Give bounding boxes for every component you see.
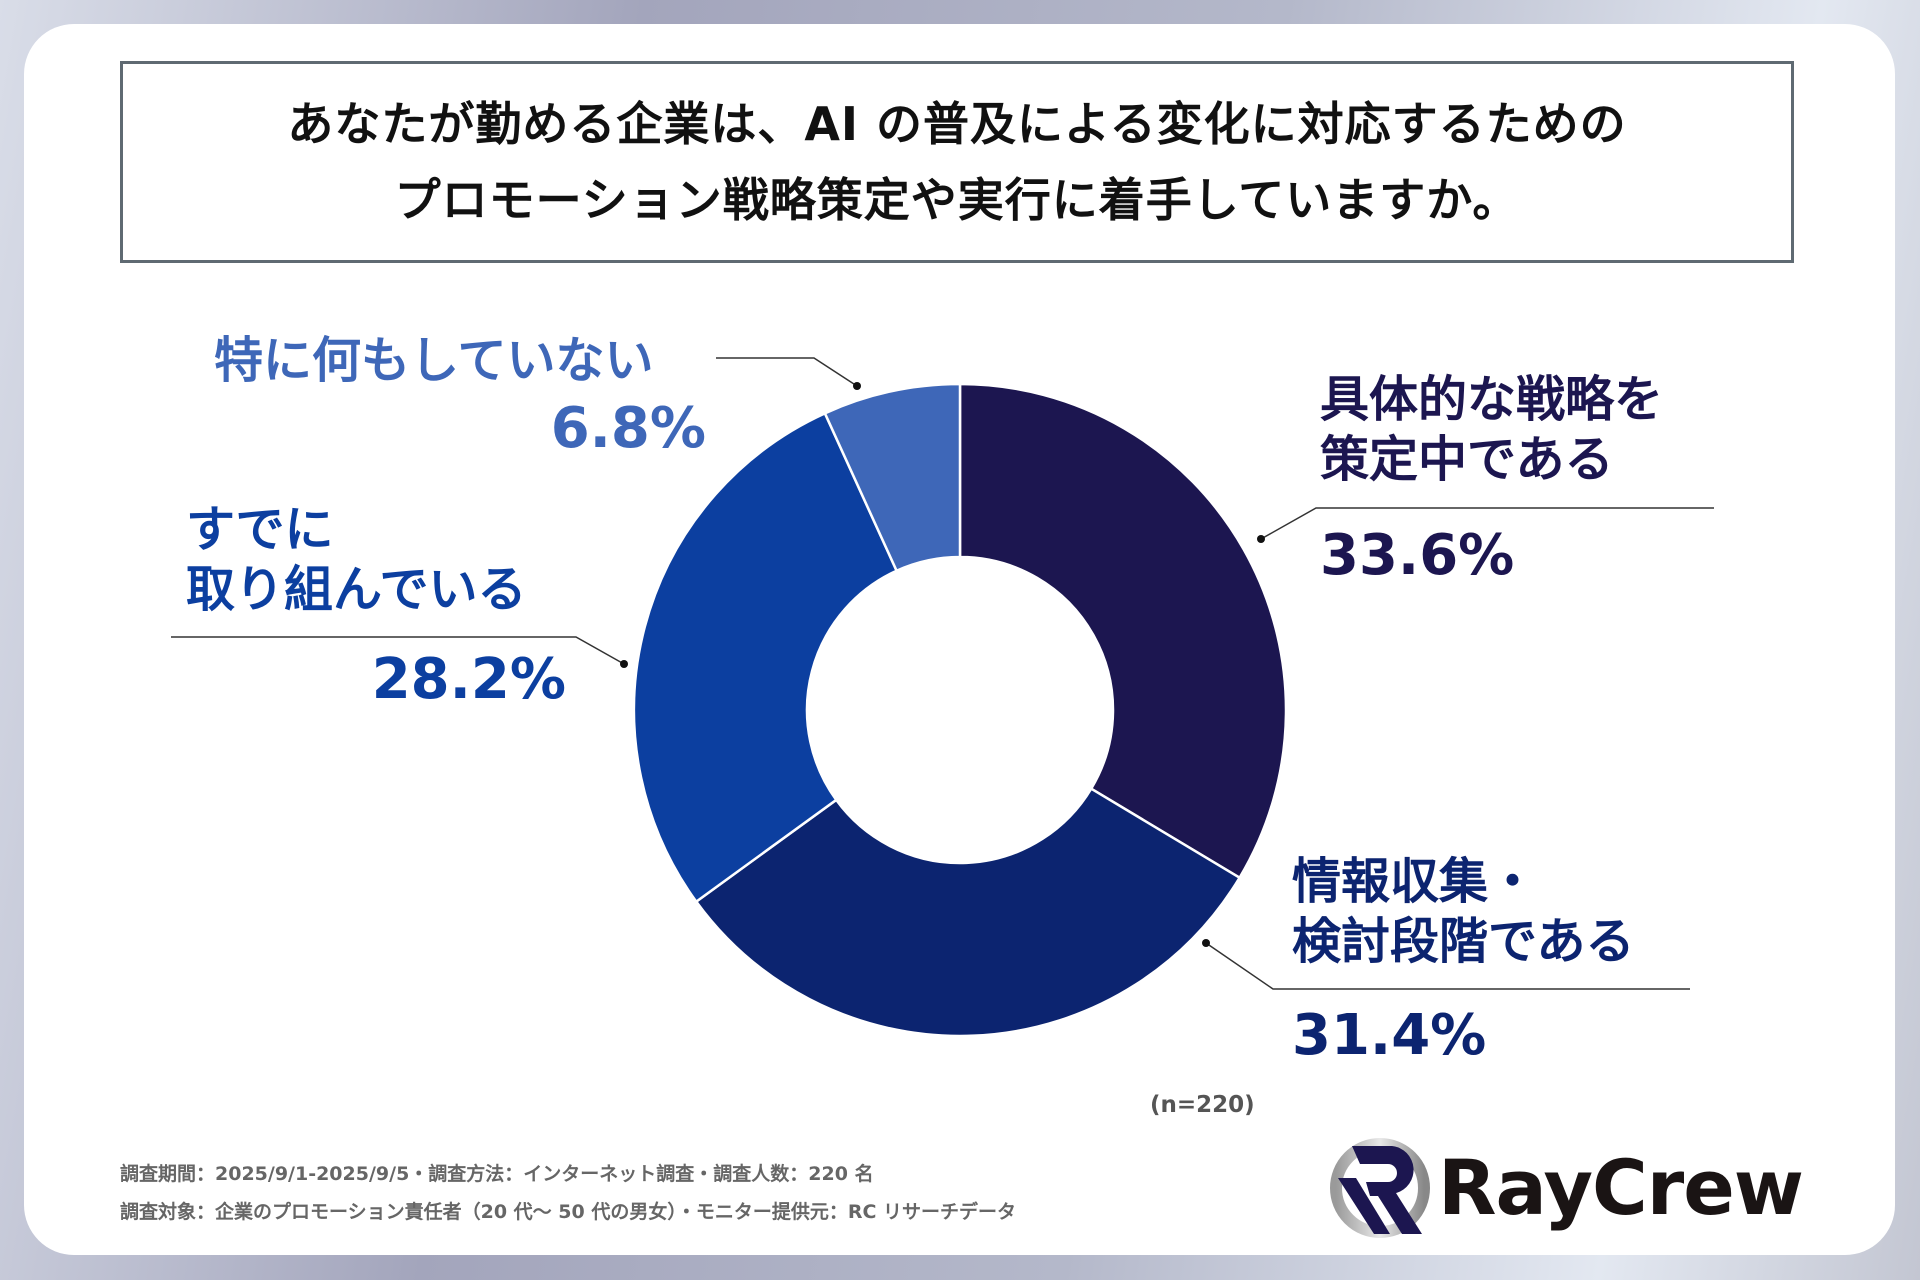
slice-label-2-line-2: 取り組んでいる bbox=[186, 561, 527, 618]
leader-dot-slice-3 bbox=[853, 382, 861, 390]
title-line-1: あなたが勤める企業は、AI の普及による変化に対応するための bbox=[287, 97, 1627, 151]
sample-size-note: (n=220) bbox=[1150, 1092, 1255, 1118]
leader-line-slice-3 bbox=[716, 357, 858, 387]
leader-line-slice-1 bbox=[1205, 942, 1690, 990]
slice-label-3: 特に何もしていない bbox=[214, 331, 654, 391]
slice-label-1: 情報収集・ 検討段階である bbox=[1292, 852, 1635, 972]
logo-wordmark: RayCrew bbox=[1438, 1143, 1804, 1232]
slice-value-2: 28.2% bbox=[371, 647, 566, 712]
donut-slice-2 bbox=[632, 411, 899, 904]
slice-label-3-line-1: 特に何もしていない bbox=[214, 332, 654, 389]
slice-value-1: 31.4% bbox=[1292, 1003, 1487, 1068]
donut-slice-0 bbox=[958, 382, 1288, 880]
slice-label-0-line-1: 具体的な戦略を bbox=[1320, 371, 1664, 428]
leader-line-slice-2 bbox=[171, 636, 625, 665]
slice-label-2: すでに 取り組んでいる bbox=[186, 500, 527, 620]
infographic-card bbox=[24, 24, 1895, 1255]
donut-slice-3 bbox=[823, 382, 962, 573]
leader-line-slice-0 bbox=[1260, 507, 1714, 540]
raycrew-logo: RayCrew bbox=[1330, 1138, 1804, 1238]
title-line-2: プロモーション戦略策定や実行に着手していますか。 bbox=[394, 173, 1520, 227]
slice-label-0: 具体的な戦略を 策定中である bbox=[1320, 370, 1663, 490]
question-title-box: あなたが勤める企業は、AI の普及による変化に対応するための プロモーション戦略… bbox=[120, 61, 1794, 263]
slice-label-2-line-1: すでに bbox=[186, 501, 334, 558]
donut-slice-1 bbox=[694, 786, 1242, 1038]
footer-survey-period: 調査期間：2025/9/1-2025/9/5・調査方法：インターネット調査・調査… bbox=[120, 1163, 874, 1185]
slice-value-3: 6.8% bbox=[550, 396, 706, 461]
slice-label-1-line-2: 検討段階である bbox=[1292, 913, 1635, 970]
footer-survey-target: 調査対象：企業のプロモーション責任者（20 代～ 50 代の男女）・モニター提供… bbox=[120, 1201, 1017, 1223]
slice-label-0-line-2: 策定中である bbox=[1320, 431, 1614, 488]
leader-dot-slice-2 bbox=[620, 660, 628, 668]
leader-dot-slice-0 bbox=[1257, 535, 1265, 543]
leader-dot-slice-1 bbox=[1202, 939, 1210, 947]
slice-value-0: 33.6% bbox=[1320, 523, 1515, 588]
raycrew-logo-mark-icon bbox=[1330, 1138, 1430, 1238]
slice-label-1-line-1: 情報収集・ bbox=[1292, 853, 1538, 910]
